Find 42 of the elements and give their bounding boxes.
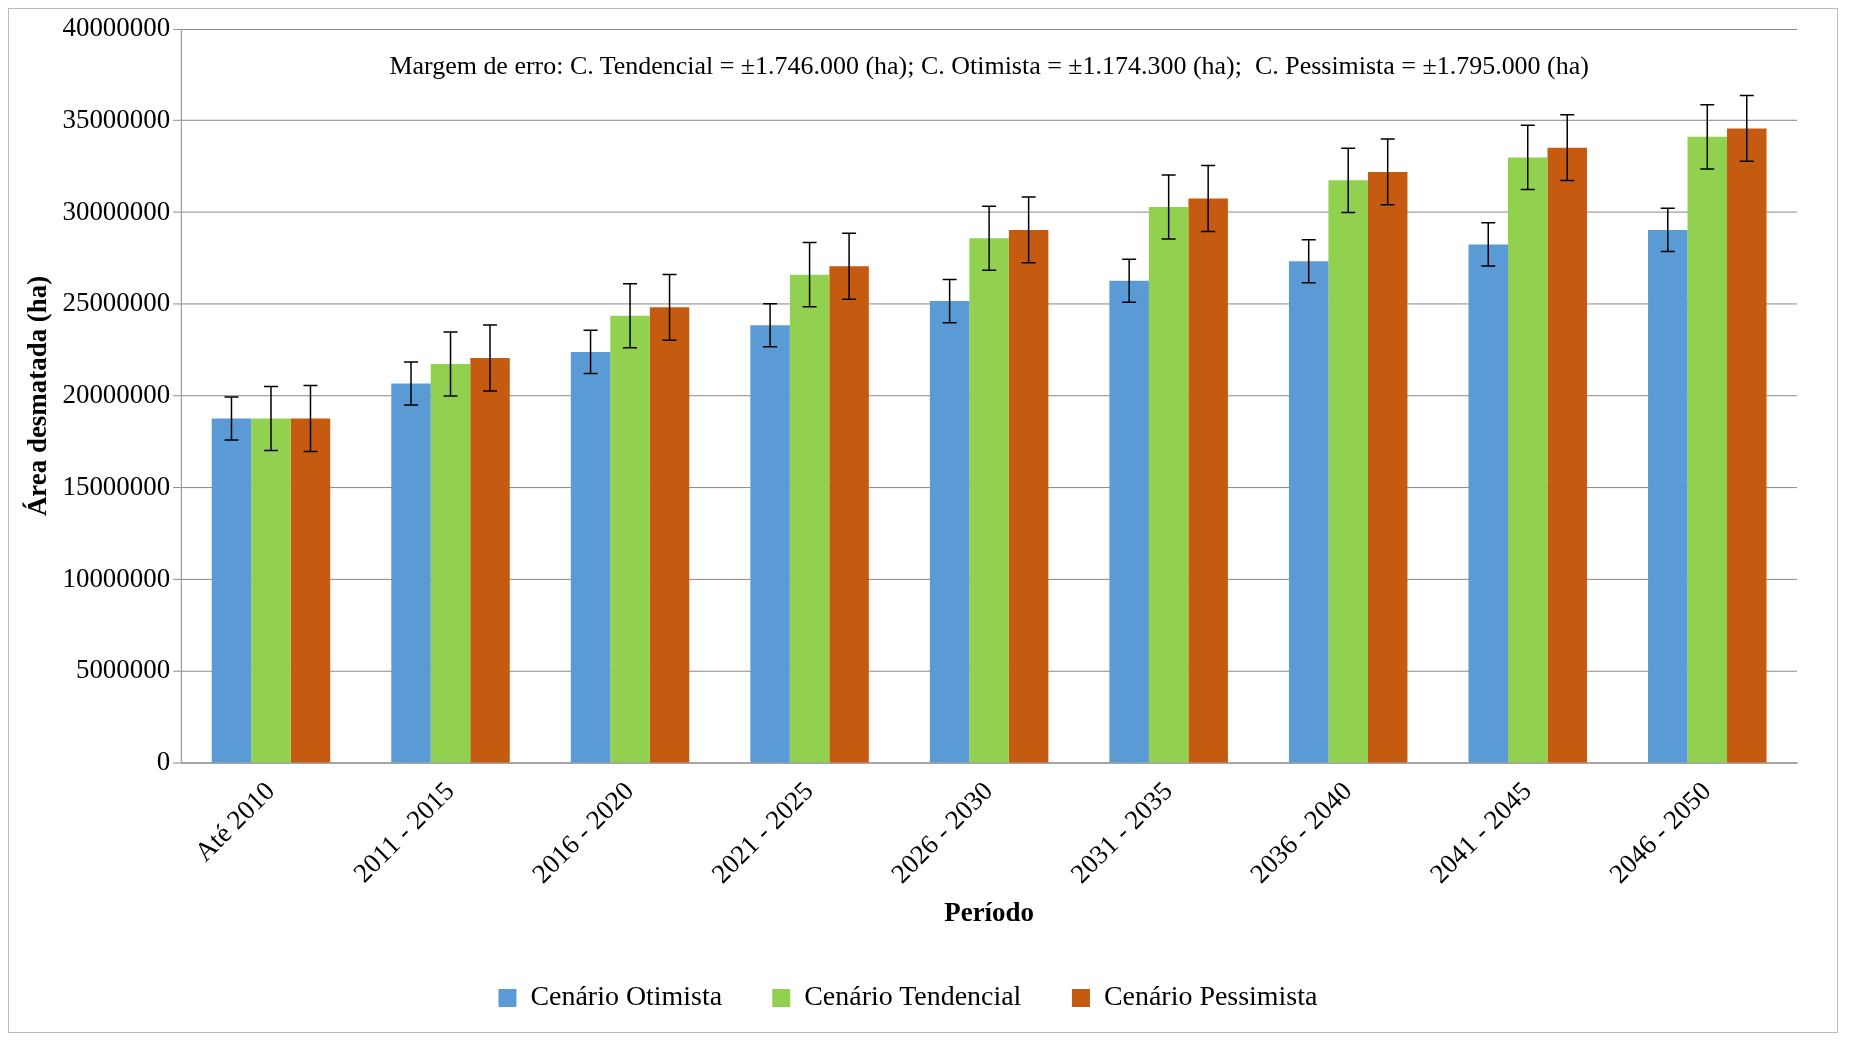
bar (829, 266, 869, 763)
bar (1468, 244, 1508, 763)
x-axis-title: Período (944, 897, 1035, 927)
bar (211, 418, 252, 763)
bar (430, 364, 471, 763)
bar (251, 418, 291, 763)
bar (750, 325, 790, 763)
bar (789, 274, 830, 763)
y-tick-label: 40000000 (62, 12, 171, 43)
bar (1648, 229, 1688, 763)
bar (1687, 136, 1728, 763)
y-tick-label: 20000000 (62, 379, 171, 410)
bar (1008, 229, 1049, 763)
y-tick-label: 0 (156, 746, 171, 777)
bar (1109, 280, 1149, 763)
bar (570, 351, 611, 763)
y-tick-label: 35000000 (62, 103, 171, 134)
bar (610, 315, 650, 763)
bar (929, 301, 970, 763)
bar (290, 418, 331, 763)
bar (1188, 198, 1228, 763)
annotation: Margem de erro: C. Tendencial = ±1.746.000 (ha); C. Otimista = ±1.174.300 (ha); C. Pessimista = ±1.795.000 (ha) (389, 50, 1589, 80)
legend-label: Cenário Tendencial (804, 980, 1022, 1012)
y-tick-label: 15000000 (62, 470, 171, 501)
y-tick-label: 5000000 (75, 654, 171, 685)
bar (969, 238, 1009, 763)
y-axis-title: Área desmatada (ha) (22, 275, 53, 517)
legend-label: Cenário Pessimista (1103, 980, 1319, 1012)
bar (1727, 128, 1767, 763)
bar (1288, 261, 1329, 763)
bar (391, 383, 431, 763)
bar (1507, 157, 1548, 763)
y-tick-label: 25000000 (62, 287, 171, 318)
bar (1367, 171, 1408, 763)
y-tick-label: 10000000 (62, 562, 171, 593)
bar (470, 357, 510, 763)
bar (1148, 206, 1189, 763)
y-tick-label: 30000000 (62, 195, 171, 226)
legend-label: Cenário Otimista (530, 980, 723, 1012)
bar (1547, 147, 1587, 763)
bar (1328, 180, 1368, 763)
bar (649, 307, 690, 763)
